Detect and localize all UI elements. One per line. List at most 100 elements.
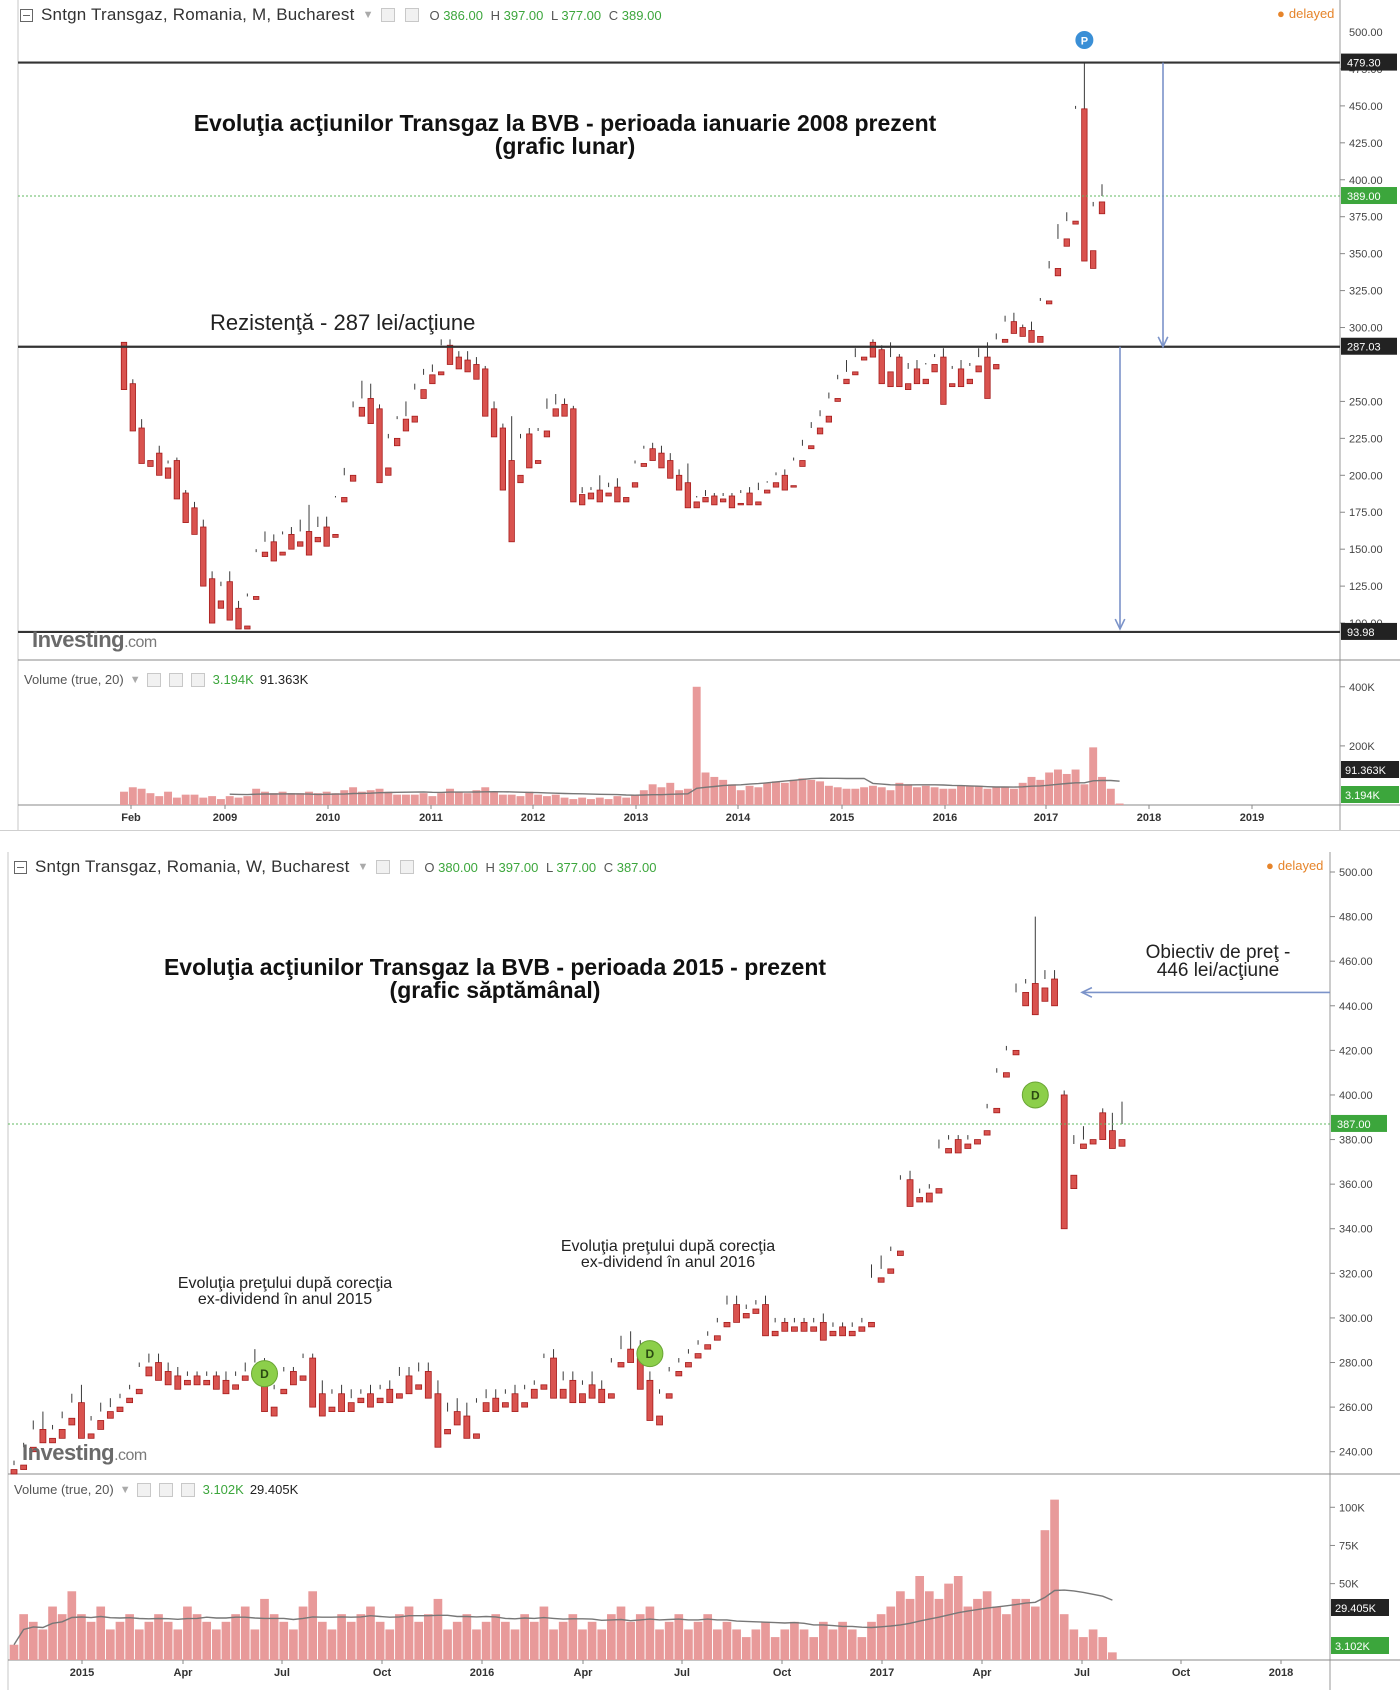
- settings-icon[interactable]: [381, 8, 396, 22]
- format-icon[interactable]: [405, 8, 420, 22]
- candle-down: [755, 501, 762, 506]
- close-icon[interactable]: [190, 672, 205, 687]
- volume-bar-down: [604, 799, 613, 805]
- volume-bar-down: [181, 794, 190, 805]
- candle-down: [605, 492, 612, 497]
- monthly-chart-panel: 475.00450.00425.00400.00375.00350.00325.…: [0, 0, 1400, 831]
- candle-down: [587, 492, 595, 500]
- candle-down: [1099, 1112, 1107, 1140]
- volume-bar-down: [674, 1614, 684, 1660]
- candle-down: [244, 625, 251, 630]
- candle-down: [723, 1321, 731, 1328]
- volume-bar-down: [944, 1583, 953, 1660]
- candle-down: [444, 1429, 451, 1435]
- format-icon[interactable]: [158, 1482, 173, 1497]
- candle-down: [290, 1371, 297, 1386]
- candle-down: [829, 1330, 837, 1337]
- candle-down: [328, 1406, 336, 1412]
- volume-bar-down: [1069, 1629, 1079, 1660]
- symbol-label[interactable]: Sntgn Transgaz, Romania, M, Bucharest: [41, 5, 355, 24]
- volume-bar-down: [719, 779, 728, 805]
- candle-down: [675, 474, 683, 491]
- volume-bar-down: [525, 791, 534, 805]
- annotation-exdividend-2015: Evoluţia preţului după corecţia ex-divid…: [177, 1275, 393, 1308]
- candle-down: [607, 1393, 615, 1399]
- candle-down: [762, 1304, 769, 1337]
- candle-down: [579, 494, 586, 506]
- time-tick-label: 2018: [1269, 1667, 1293, 1679]
- volume-bar-down: [414, 1621, 423, 1660]
- chevron-down-icon[interactable]: ▼: [129, 673, 141, 686]
- volume-bar-down: [1002, 1614, 1011, 1660]
- symbol-label[interactable]: Sntgn Transgaz, Romania, W, Bucharest: [35, 857, 350, 876]
- volume-bar-down: [252, 788, 261, 805]
- candle-down: [129, 383, 136, 432]
- volume-bar-down: [957, 785, 965, 805]
- volume-bar-down: [1050, 1499, 1059, 1660]
- volume-bar-down: [578, 797, 587, 805]
- candle-down: [279, 551, 286, 556]
- volume-bar-down: [886, 790, 895, 805]
- volume-bar-down: [357, 791, 366, 805]
- volume-bar-down: [498, 794, 507, 805]
- chevron-down-icon[interactable]: ▼: [362, 9, 374, 21]
- volume-bar-down: [809, 1637, 819, 1660]
- price-tick-label: 425.00: [1349, 138, 1383, 150]
- format-icon[interactable]: [400, 860, 415, 874]
- volume-bar-down: [578, 1629, 587, 1660]
- candle-down: [517, 474, 524, 484]
- time-tick-label: Feb: [121, 812, 141, 824]
- volume-bar-down: [67, 1591, 77, 1660]
- candle-down: [858, 1326, 866, 1332]
- chevron-down-icon[interactable]: ▼: [119, 1483, 131, 1496]
- collapse-icon[interactable]: [14, 860, 27, 874]
- candle-down: [226, 581, 233, 621]
- volume-bar-down: [683, 788, 692, 805]
- volume-bar-down: [790, 1621, 799, 1660]
- volume-bar-down: [607, 1614, 616, 1660]
- candle-down: [164, 1371, 172, 1386]
- candle-down: [887, 1268, 895, 1274]
- settings-icon[interactable]: [146, 672, 161, 687]
- investing-logo: Investing.com: [32, 627, 157, 652]
- close-icon[interactable]: [180, 1482, 195, 1497]
- time-tick-label: 2019: [1240, 812, 1264, 824]
- candle-down: [490, 408, 498, 438]
- volume-bar-down: [428, 796, 437, 805]
- candle-down: [791, 1326, 798, 1332]
- candle-down: [297, 541, 304, 547]
- settings-icon[interactable]: [136, 1482, 151, 1497]
- volume-bar-down: [597, 1629, 607, 1660]
- volume-bar-down: [703, 1614, 713, 1660]
- volume-bar-down: [551, 794, 560, 805]
- volume-bar-down: [287, 793, 296, 805]
- volume-bar-down: [1106, 788, 1115, 805]
- collapse-icon[interactable]: [20, 8, 33, 22]
- volume-bar-down: [183, 1606, 192, 1660]
- candle-down: [49, 1437, 56, 1444]
- volume-value-badge: [1331, 1599, 1389, 1616]
- candle-down: [896, 356, 903, 388]
- candle-down: [799, 460, 806, 467]
- price-tick-label: 325.00: [1349, 286, 1383, 298]
- volume-bar-down: [507, 794, 516, 805]
- candle-down: [658, 452, 665, 469]
- chevron-down-icon[interactable]: ▼: [357, 861, 369, 873]
- volume-bar-down: [1062, 773, 1071, 805]
- volume-bar-down: [780, 1629, 790, 1660]
- volume-bar-down: [657, 787, 666, 805]
- volume-bar-down: [231, 1614, 240, 1660]
- format-icon[interactable]: [168, 672, 183, 687]
- volume-bar-down: [587, 799, 595, 805]
- candle-down: [617, 1362, 625, 1368]
- candle-down: [174, 1375, 182, 1390]
- candle-down: [764, 489, 771, 494]
- candle-down: [966, 378, 973, 385]
- candle-down: [720, 498, 727, 503]
- settings-icon[interactable]: [376, 860, 391, 874]
- volume-bar-down: [144, 1621, 154, 1660]
- volume-tick-label: 200K: [1349, 741, 1375, 753]
- price-tick-label: 150.00: [1349, 544, 1383, 556]
- volume-bar-down: [948, 788, 957, 805]
- volume-bar-down: [569, 799, 578, 805]
